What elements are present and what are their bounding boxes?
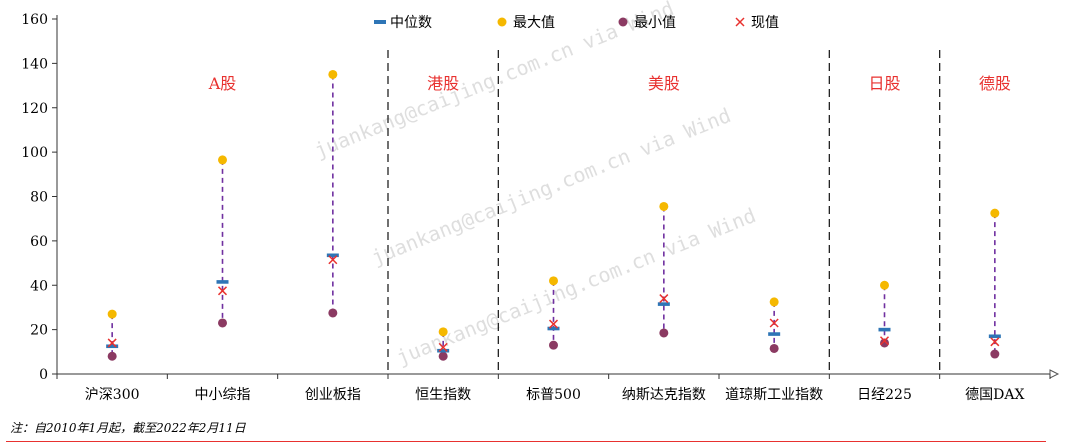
- max-point: [218, 155, 227, 165]
- median-mark: [988, 334, 1001, 339]
- max-point: [438, 327, 448, 337]
- current-point-stroke: [217, 286, 228, 296]
- min-point: [659, 328, 669, 338]
- max-point: [769, 297, 779, 307]
- median-mark: [437, 348, 450, 353]
- region-label: 日股: [868, 74, 900, 93]
- x-tick-label: 沪深300: [85, 387, 140, 403]
- current-point-stroke: [438, 342, 448, 352]
- current-point-stroke: [548, 319, 559, 329]
- x-tick-label: 道琼斯工业指数: [725, 387, 823, 403]
- y-tick-label: 20: [30, 323, 48, 339]
- y-tick-label: 0: [39, 367, 48, 383]
- y-tick-label: 140: [21, 56, 48, 72]
- y-tick-label: 60: [30, 234, 48, 250]
- current-point: [990, 337, 1000, 347]
- current-point-stroke: [769, 318, 779, 328]
- min-point: [769, 343, 779, 353]
- current-point-stroke: [990, 337, 1000, 347]
- y-tick-label: 120: [21, 101, 48, 117]
- min-point: [990, 349, 1000, 359]
- legend-current-stroke: [735, 17, 745, 27]
- median-mark: [216, 280, 229, 284]
- current-point-stroke: [328, 255, 338, 265]
- current-point: [107, 338, 117, 348]
- max-point: [549, 276, 558, 286]
- x-tick-label: 恒生指数: [415, 387, 471, 403]
- watermark-layer: juankang@caijing.com.cn via Wind juankan…: [311, 0, 759, 370]
- legend-label: 最大值: [513, 15, 555, 31]
- median-mark: [768, 332, 781, 336]
- footnote: 注：自2010年1月起，截至2022年2月11日: [10, 421, 246, 435]
- x-tick-label: 纳斯达克指数: [622, 387, 706, 403]
- current-point: [879, 336, 890, 346]
- legend-current-swatch: [735, 17, 745, 27]
- x-tick-label: 创业板指: [305, 387, 361, 403]
- y-tick-label: 160: [21, 12, 48, 28]
- current-point: [548, 319, 559, 329]
- median-mark: [547, 326, 560, 331]
- max-point: [328, 69, 338, 79]
- x-tick-label: 标普500: [526, 387, 581, 403]
- max-point: [107, 309, 117, 319]
- max-point: [990, 208, 1000, 218]
- bottom-rule: [6, 441, 1046, 442]
- legend-label: 最小值: [634, 15, 676, 31]
- min-point: [438, 351, 448, 361]
- legend-min-swatch: [618, 17, 628, 27]
- current-point: [769, 318, 779, 328]
- min-point: [328, 308, 338, 318]
- min-point: [880, 338, 889, 348]
- legend-label: 中位数: [390, 15, 432, 31]
- legend-max-swatch: [497, 17, 507, 27]
- plot-area: 0 20 40 60 80 100 120 140 160 沪深300 中小综指 创业板指 恒生指数 标普…: [21, 12, 1060, 403]
- region-label: 德股: [979, 74, 1011, 93]
- max-point: [659, 201, 669, 211]
- median-mark: [326, 253, 339, 258]
- x-axis-arrow: [1049, 369, 1060, 379]
- max-point: [880, 280, 889, 290]
- current-point-stroke: [879, 336, 890, 346]
- median-mark: [106, 344, 119, 349]
- current-point: [328, 255, 338, 265]
- y-tick-label: 100: [21, 145, 48, 161]
- legend-label: 现值: [751, 15, 779, 31]
- min-point: [549, 340, 558, 350]
- x-tick-label: 日经225: [857, 387, 912, 403]
- median-mark: [657, 302, 670, 306]
- min-point: [218, 318, 227, 328]
- region-label: 港股: [427, 74, 459, 93]
- current-point-stroke: [107, 338, 117, 348]
- y-tick-label: 80: [30, 190, 48, 206]
- legend: 中位数 最大值 最小值 现值: [374, 15, 779, 31]
- x-tick-label: 德国DAX: [965, 387, 1024, 403]
- x-tick-label: 中小综指: [195, 387, 251, 403]
- current-point: [438, 342, 448, 352]
- legend-median-swatch: [374, 20, 386, 24]
- y-tick-label: 40: [30, 278, 48, 294]
- median-mark: [878, 327, 891, 332]
- region-label: A股: [208, 74, 237, 93]
- current-point: [659, 294, 669, 304]
- region-label: 美股: [648, 74, 680, 93]
- current-point-stroke: [659, 294, 669, 304]
- current-point: [217, 286, 228, 296]
- min-point: [107, 351, 117, 361]
